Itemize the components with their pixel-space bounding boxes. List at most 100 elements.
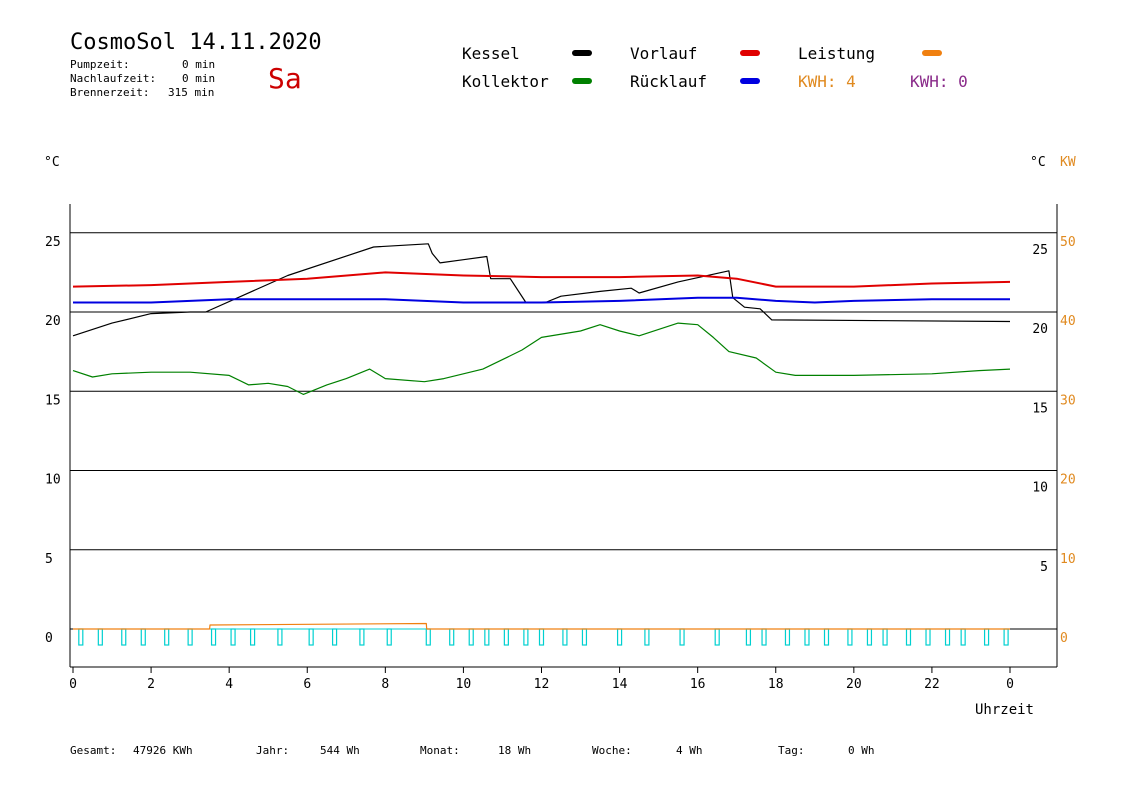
pump-pulse-25 bbox=[679, 628, 685, 646]
pump-pulse-21 bbox=[562, 628, 568, 646]
pump-pulse-38 bbox=[960, 628, 966, 646]
pump-pulse-2 bbox=[121, 628, 127, 646]
pump-pulse-18 bbox=[503, 628, 509, 646]
pump-pulse-23 bbox=[616, 628, 623, 646]
legend-kollektor-swatch bbox=[572, 78, 592, 84]
right-unit-kw: KW bbox=[1060, 155, 1076, 170]
weekday-label: Sa bbox=[268, 62, 302, 95]
x-tick-label: 6 bbox=[303, 677, 311, 692]
pumpzeit-label: Pumpzeit: bbox=[70, 58, 130, 71]
pump-pulse-8 bbox=[249, 628, 256, 646]
pump-pulse-12 bbox=[359, 628, 365, 646]
y-right-kw-tick-label: 50 bbox=[1060, 235, 1076, 250]
pump-pulse-7 bbox=[230, 628, 236, 646]
pump-pulse-34 bbox=[882, 628, 888, 646]
legend-kessel-label: Kessel bbox=[462, 44, 520, 63]
pump-pulse-13 bbox=[386, 628, 392, 646]
pump-pulse-32 bbox=[847, 628, 853, 646]
pump-pulse-3 bbox=[140, 628, 146, 646]
pump-pulse-35 bbox=[905, 628, 912, 646]
x-tick-label: 0 bbox=[69, 677, 77, 692]
x-tick-label: 12 bbox=[534, 677, 550, 692]
pump-pulse-27 bbox=[745, 628, 752, 646]
y-left-tick-label: 0 bbox=[45, 631, 53, 646]
y-left-tick-label: 15 bbox=[45, 393, 61, 408]
y-right-kw-tick-label: 30 bbox=[1060, 393, 1076, 408]
chart-title: CosmoSol 14.11.2020 bbox=[70, 30, 322, 55]
pump-pulse-37 bbox=[944, 628, 951, 646]
pump-pulse-24 bbox=[644, 628, 650, 646]
pump-pulse-22 bbox=[581, 628, 588, 646]
x-tick-label: 0 bbox=[1006, 677, 1014, 692]
pump-pulse-4 bbox=[164, 628, 170, 646]
nachlaufzeit-value: 0 min bbox=[182, 72, 216, 85]
pump-pulse-30 bbox=[804, 628, 810, 646]
pump-pulse-15 bbox=[449, 628, 455, 646]
x-axis-label: Uhrzeit bbox=[975, 702, 1034, 718]
legend-vorlauf-swatch bbox=[740, 50, 760, 56]
pump-pulse-29 bbox=[784, 628, 791, 646]
legend-ruecklauf-swatch bbox=[740, 78, 760, 84]
pump-pulse-9 bbox=[277, 628, 283, 646]
x-tick-label: 22 bbox=[924, 677, 940, 692]
pump-pulse-6 bbox=[210, 628, 217, 646]
x-tick-label: 10 bbox=[456, 677, 472, 692]
pump-pulse-36 bbox=[925, 628, 931, 646]
x-tick-label: 8 bbox=[381, 677, 389, 692]
pump-pulse-20 bbox=[538, 628, 545, 646]
x-tick-label: 4 bbox=[225, 677, 233, 692]
nachlaufzeit-label: Nachlaufzeit: bbox=[70, 72, 157, 85]
footer-monat-value: 18 Wh bbox=[498, 744, 532, 757]
pump-pulse-28 bbox=[761, 628, 767, 646]
pump-pulse-39 bbox=[983, 628, 990, 646]
pump-pulse-10 bbox=[308, 628, 314, 646]
y-right-celsius-tick-label: 10 bbox=[1032, 481, 1048, 496]
pump-pulse-26 bbox=[714, 628, 720, 646]
pump-pulse-11 bbox=[331, 628, 338, 646]
y-left-tick-label: 10 bbox=[45, 473, 61, 488]
footer-woche-label: Woche: bbox=[592, 744, 632, 757]
right-unit-celsius: °C bbox=[1030, 155, 1046, 170]
footer-jahr-label: Jahr: bbox=[256, 744, 290, 757]
y-right-kw-tick-label: 0 bbox=[1060, 631, 1068, 646]
legend-kollektor-label: Kollektor bbox=[462, 72, 549, 91]
y-left-tick-label: 5 bbox=[45, 552, 53, 567]
x-tick-label: 14 bbox=[612, 677, 628, 692]
pump-pulse-33 bbox=[866, 628, 873, 646]
pump-pulse-0 bbox=[78, 628, 84, 646]
y-right-celsius-tick-label: 20 bbox=[1032, 322, 1048, 337]
pump-pulse-1 bbox=[97, 628, 103, 646]
pump-pulse-5 bbox=[187, 628, 193, 646]
legend-kwh-solar: KWH: 4 bbox=[798, 72, 856, 91]
y-right-kw-tick-label: 40 bbox=[1060, 314, 1076, 329]
legend-leistung-swatch bbox=[922, 50, 942, 56]
pump-pulse-16 bbox=[468, 628, 474, 646]
brennerzeit-value: 315 min bbox=[168, 86, 215, 99]
footer-monat-label: Monat: bbox=[420, 744, 460, 757]
footer-woche-value: 4 Wh bbox=[676, 744, 703, 757]
series-line-leistung bbox=[73, 622, 1010, 630]
footer-tag-label: Tag: bbox=[778, 744, 805, 757]
series-line-ruecklauf bbox=[73, 296, 1010, 304]
left-unit-label: °C bbox=[44, 155, 60, 170]
footer-gesamt-label: Gesamt: bbox=[70, 744, 117, 757]
pump-pulse-19 bbox=[523, 628, 529, 646]
legend-kwh-other: KWH: 0 bbox=[910, 72, 968, 91]
legend-kessel-swatch bbox=[572, 50, 592, 56]
x-tick-label: 18 bbox=[768, 677, 784, 692]
pumpzeit-value: 0 min bbox=[182, 58, 216, 71]
x-tick-label: 2 bbox=[147, 677, 155, 692]
y-right-kw-tick-label: 10 bbox=[1060, 552, 1076, 567]
y-right-kw-tick-label: 20 bbox=[1060, 473, 1076, 488]
x-tick-label: 16 bbox=[690, 677, 706, 692]
y-left-tick-label: 25 bbox=[45, 235, 61, 250]
pump-pulse-14 bbox=[425, 628, 431, 646]
pump-pulse-31 bbox=[823, 628, 830, 646]
brennerzeit-label: Brennerzeit: bbox=[70, 86, 150, 99]
y-left-tick-label: 20 bbox=[45, 314, 61, 329]
series-line-vorlauf bbox=[72, 271, 1011, 288]
footer-gesamt-value: 47926 KWh bbox=[133, 744, 193, 757]
legend-leistung-label: Leistung bbox=[798, 44, 876, 63]
legend-ruecklauf-label: Rücklauf bbox=[630, 72, 708, 91]
